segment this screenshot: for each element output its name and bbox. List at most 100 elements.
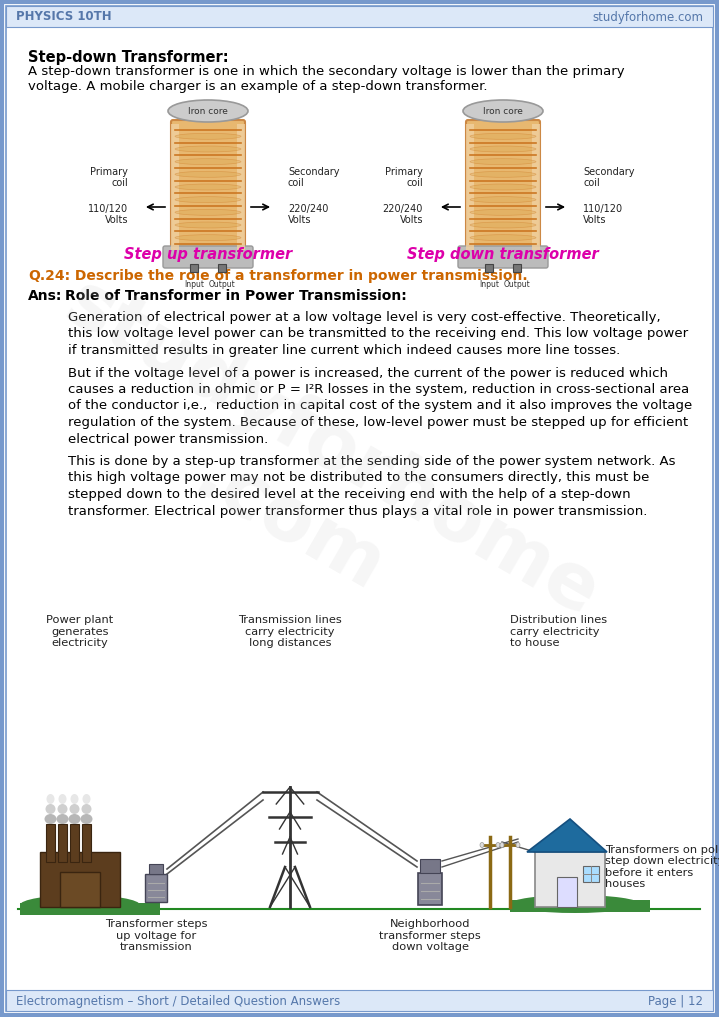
Bar	[535, 852, 605, 907]
Bar	[6, 6, 713, 27]
FancyBboxPatch shape	[163, 246, 253, 268]
Bar	[15, 607, 704, 982]
Text: Input: Input	[184, 280, 204, 289]
Ellipse shape	[175, 184, 241, 190]
FancyBboxPatch shape	[458, 246, 548, 268]
Text: Input: Input	[479, 280, 499, 289]
Text: studyforhome.com: studyforhome.com	[592, 10, 703, 23]
Ellipse shape	[175, 210, 241, 216]
Text: causes a reduction in ohmic or P = I²R losses in the system, reduction in cross-: causes a reduction in ohmic or P = I²R l…	[68, 383, 690, 396]
Ellipse shape	[175, 171, 241, 177]
Bar	[557, 877, 577, 907]
Text: Step down transformer: Step down transformer	[407, 247, 599, 262]
Ellipse shape	[47, 794, 55, 804]
Ellipse shape	[45, 814, 57, 824]
Text: Page | 12: Page | 12	[648, 995, 703, 1008]
Text: Electromagnetism – Short / Detailed Question Answers: Electromagnetism – Short / Detailed Ques…	[16, 995, 340, 1008]
Bar	[532, 124, 540, 250]
Text: Primary: Primary	[90, 167, 128, 177]
FancyBboxPatch shape	[171, 120, 245, 254]
Ellipse shape	[175, 235, 241, 241]
Bar	[145, 874, 167, 902]
Text: Transmission lines
carry electricity
long distances: Transmission lines carry electricity lon…	[238, 615, 342, 648]
Ellipse shape	[58, 794, 66, 804]
Bar	[60, 872, 100, 907]
Text: 220/240: 220/240	[288, 204, 329, 214]
Text: stepped down to the desired level at the receiving end with the help of a step-d: stepped down to the desired level at the…	[68, 488, 631, 501]
Bar	[46, 824, 55, 862]
Ellipse shape	[470, 222, 536, 228]
Text: regulation of the system. Because of these, low-level power must be stepped up f: regulation of the system. Because of the…	[68, 416, 688, 429]
Text: voltage. A mobile charger is an example of a step-down transformer.: voltage. A mobile charger is an example …	[28, 80, 487, 93]
Ellipse shape	[57, 814, 68, 824]
Text: Iron core: Iron core	[483, 107, 523, 116]
Text: 220/240: 220/240	[383, 204, 423, 214]
Ellipse shape	[68, 814, 81, 824]
Text: Iron core: Iron core	[188, 107, 228, 116]
Text: Step-down Transformer:: Step-down Transformer:	[28, 50, 229, 65]
Text: of the conductor i,e.,  reduction in capital cost of the system and it also impr: of the conductor i,e., reduction in capi…	[68, 400, 692, 413]
Text: Volts: Volts	[104, 215, 128, 225]
Text: 110/120: 110/120	[583, 204, 623, 214]
Bar	[40, 852, 120, 907]
Text: Secondary: Secondary	[288, 167, 339, 177]
Ellipse shape	[470, 184, 536, 190]
Ellipse shape	[175, 196, 241, 202]
Text: Primary: Primary	[385, 167, 423, 177]
Text: A step-down transformer is one in which the secondary voltage is lower than the : A step-down transformer is one in which …	[28, 65, 625, 78]
Text: electrical power transmission.: electrical power transmission.	[68, 432, 268, 445]
Ellipse shape	[45, 804, 55, 814]
Text: 110/120: 110/120	[88, 204, 128, 214]
Bar	[418, 873, 442, 905]
Text: this high voltage power may not be distributed to the consumers directly, this m: this high voltage power may not be distr…	[68, 472, 649, 484]
Text: transformer. Electrical power transformer thus plays a vital role in power trans: transformer. Electrical power transforme…	[68, 504, 647, 518]
Text: PHYSICS 10TH: PHYSICS 10TH	[16, 10, 111, 23]
Ellipse shape	[470, 146, 536, 152]
Ellipse shape	[496, 842, 500, 847]
Bar	[58, 824, 67, 862]
Text: this low voltage level power can be transmitted to the receiving end. This low v: this low voltage level power can be tran…	[68, 327, 688, 341]
Ellipse shape	[470, 210, 536, 216]
Text: studyforhome
.com: studyforhome .com	[9, 266, 611, 707]
Bar	[420, 859, 440, 873]
Bar	[510, 900, 650, 912]
Bar	[20, 903, 160, 915]
Ellipse shape	[83, 794, 91, 804]
Text: Output: Output	[503, 280, 531, 289]
Ellipse shape	[470, 196, 536, 202]
Text: Output: Output	[209, 280, 235, 289]
Text: Q.24:: Q.24:	[28, 270, 70, 283]
Bar	[70, 824, 79, 862]
Ellipse shape	[516, 842, 520, 847]
Ellipse shape	[500, 842, 504, 847]
Text: if transmitted results in greater line current which indeed causes more line tos: if transmitted results in greater line c…	[68, 344, 620, 357]
Text: Secondary: Secondary	[583, 167, 634, 177]
Text: Volts: Volts	[288, 215, 311, 225]
Bar	[190, 264, 198, 272]
Ellipse shape	[58, 804, 68, 814]
Ellipse shape	[480, 842, 484, 847]
Bar	[466, 124, 474, 250]
Text: Distribution lines
carry electricity
to house: Distribution lines carry electricity to …	[510, 615, 607, 648]
Ellipse shape	[81, 814, 93, 824]
Ellipse shape	[175, 159, 241, 165]
Ellipse shape	[70, 804, 80, 814]
Text: coil: coil	[406, 178, 423, 188]
Text: coil: coil	[288, 178, 305, 188]
Bar	[513, 264, 521, 272]
Bar	[6, 990, 713, 1011]
Polygon shape	[527, 819, 607, 852]
FancyBboxPatch shape	[466, 120, 540, 254]
Ellipse shape	[175, 146, 241, 152]
Text: Power plant
generates
electricity: Power plant generates electricity	[46, 615, 114, 648]
Text: Volts: Volts	[400, 215, 423, 225]
Ellipse shape	[70, 794, 78, 804]
Ellipse shape	[510, 895, 640, 913]
Ellipse shape	[175, 222, 241, 228]
Bar	[237, 124, 245, 250]
Ellipse shape	[470, 235, 536, 241]
Text: But if the voltage level of a power is increased, the current of the power is re: But if the voltage level of a power is i…	[68, 366, 668, 379]
Text: Neighborhood
transformer steps
down voltage: Neighborhood transformer steps down volt…	[379, 919, 481, 952]
Text: Describe the role of a transformer in power transmission.: Describe the role of a transformer in po…	[70, 270, 528, 283]
Text: coil: coil	[111, 178, 128, 188]
